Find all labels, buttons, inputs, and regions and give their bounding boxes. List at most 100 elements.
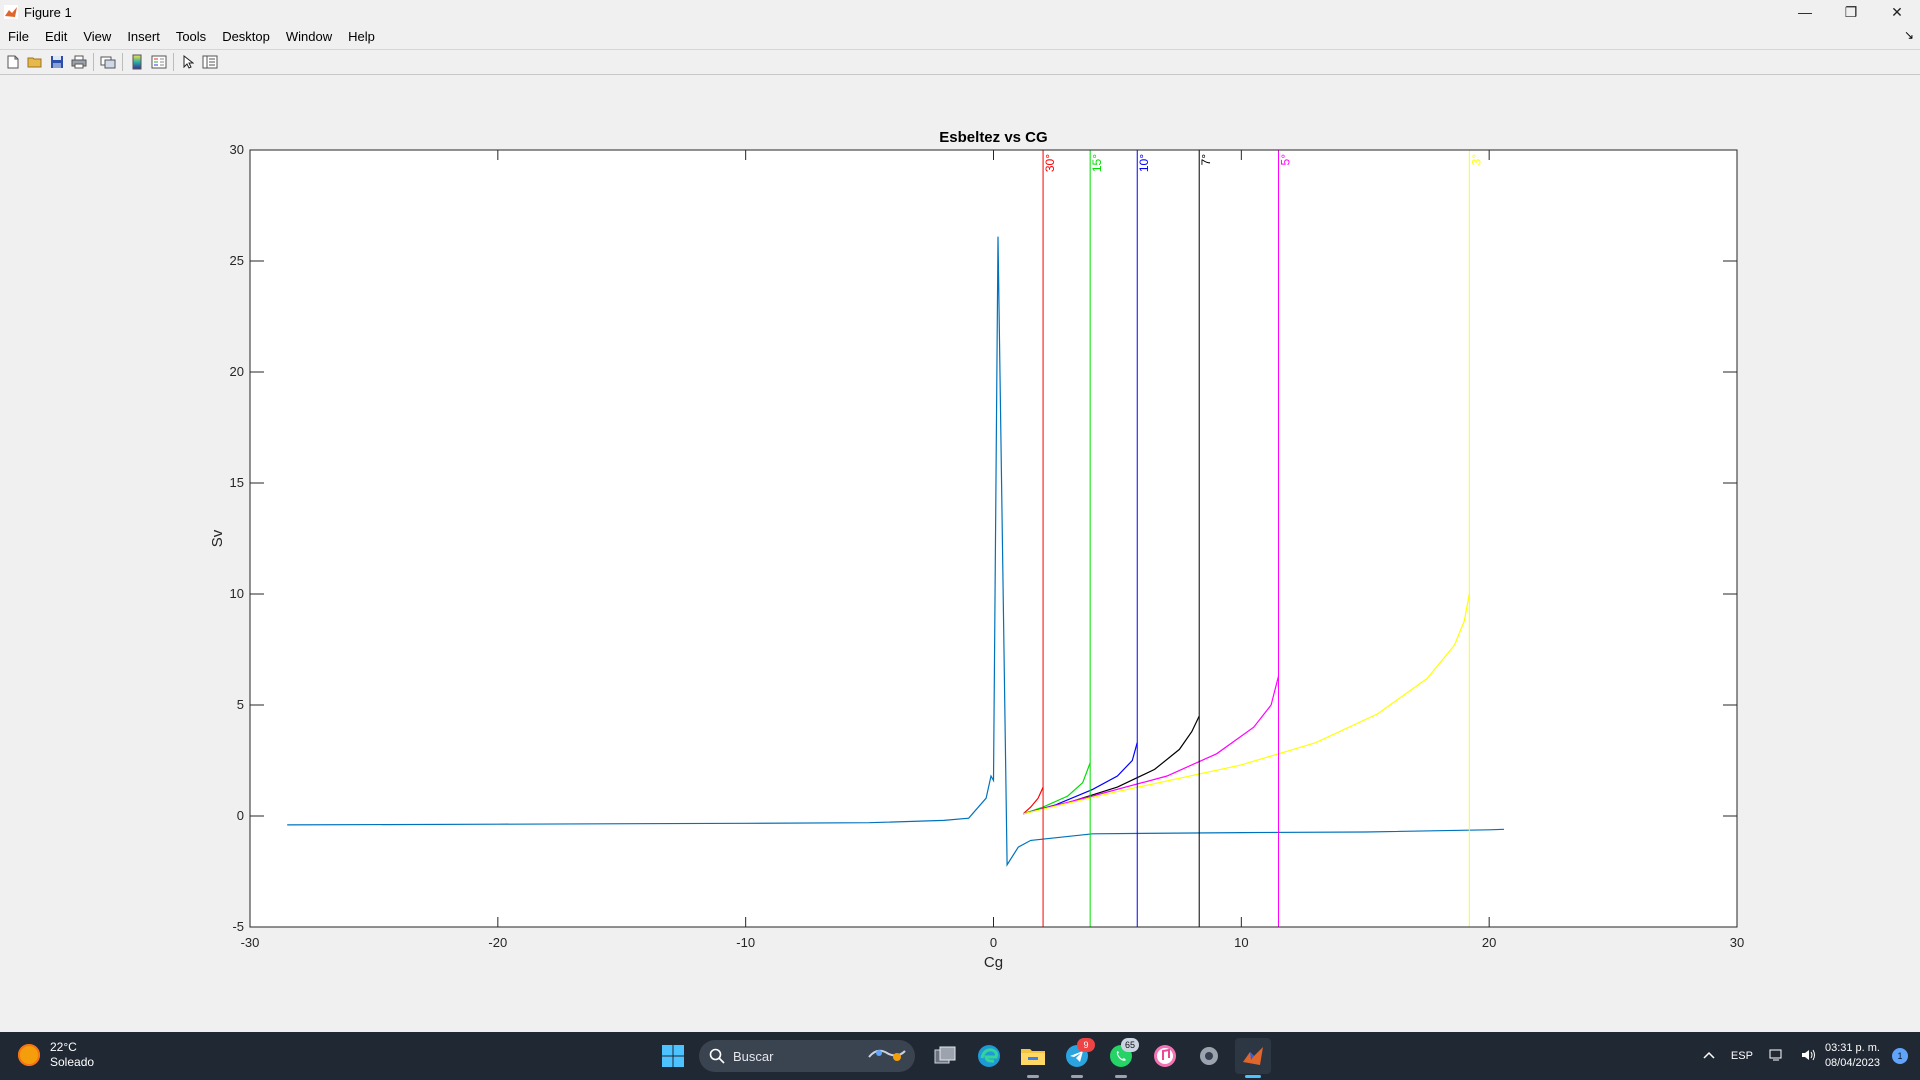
series-line-1 (1022, 786, 1044, 815)
search-placeholder: Buscar (733, 1048, 774, 1064)
new-figure-icon[interactable] (2, 51, 24, 73)
x-tick-label-5: 20 (1482, 935, 1496, 950)
insert-legend-icon[interactable] (148, 51, 170, 73)
menu-tools[interactable]: Tools (175, 28, 207, 44)
minimize-button[interactable]: — (1798, 4, 1812, 20)
y-tick-label-5: 20 (230, 364, 244, 379)
clock-date: 08/04/2023 (1824, 1057, 1880, 1069)
whatsapp-button[interactable]: 65 (1103, 1038, 1139, 1078)
link-icon[interactable] (97, 51, 119, 73)
insert-colorbar-icon[interactable] (126, 51, 148, 73)
vline-label-4: 5° (1279, 154, 1293, 166)
telegram-badge: 9 (1077, 1038, 1095, 1052)
pointer-icon[interactable] (177, 51, 199, 73)
active-indicator (1027, 1075, 1039, 1078)
chevron-up-icon[interactable] (1703, 1050, 1715, 1062)
y-tick-label-7: 30 (230, 142, 244, 157)
windows-icon (662, 1045, 684, 1067)
x-tick-label-6: 30 (1730, 935, 1744, 950)
task-view-button[interactable] (927, 1038, 963, 1074)
menu-file[interactable]: File (8, 28, 29, 44)
weather-widget[interactable]: 22°C Soleado (18, 1040, 94, 1070)
menu-view[interactable]: View (83, 28, 112, 44)
settings-button[interactable] (1191, 1038, 1227, 1074)
edge-icon (978, 1045, 1000, 1067)
file-explorer-button[interactable] (1015, 1038, 1051, 1078)
series-line-0 (287, 236, 1505, 867)
toolbar-separator (173, 53, 174, 71)
y-tick-label-6: 25 (230, 253, 244, 268)
taskbar-search[interactable]: Buscar (699, 1040, 915, 1072)
y-tick-label-2: 5 (237, 697, 244, 712)
menu-desktop[interactable]: Desktop (222, 28, 270, 44)
system-tray: ESP 03:31 p. m. 08/04/2023 1 (1695, 1032, 1920, 1080)
vline-label-1: 15° (1090, 154, 1104, 172)
vline-label-5: 3° (1469, 154, 1483, 166)
search-highlight-icon (868, 1049, 906, 1061)
vline-label-2: 10° (1137, 154, 1151, 172)
menu-insert[interactable]: Insert (127, 28, 160, 44)
folder-icon (1021, 1049, 1045, 1065)
notification-badge[interactable]: 1 (1892, 1048, 1908, 1064)
window-title: Figure 1 (24, 4, 72, 20)
menu-bar: File Edit View Insert Tools Desktop Wind… (0, 24, 1920, 48)
x-tick-label-2: -10 (736, 935, 755, 950)
chart: 30° 15° 10° 7° 5° 3° -30 -20 -10 0 10 20 30 -5 0 5 10 15… (209, 129, 1745, 971)
plot-area (250, 150, 1737, 927)
y-tick-label-1: 0 (237, 808, 244, 823)
chart-title: Esbeltez vs CG (939, 129, 1047, 146)
active-indicator (1071, 1075, 1083, 1078)
save-icon[interactable] (46, 51, 68, 73)
matlab-icon (4, 5, 18, 19)
x-tick-label-1: -20 (488, 935, 507, 950)
series-layer (287, 236, 1505, 867)
x-tick-label-4: 10 (1234, 935, 1248, 950)
active-indicator (1245, 1075, 1261, 1078)
menu-edit[interactable]: Edit (44, 28, 68, 44)
figure-canvas[interactable]: 30° 15° 10° 7° 5° 3° -30 -20 -10 0 10 20 30 -5 0 5 10 15… (0, 75, 1920, 1032)
language-indicator[interactable]: ESP (1730, 1050, 1753, 1062)
y-tick-label-3: 10 (230, 586, 244, 601)
search-icon (709, 1048, 725, 1064)
volume-icon[interactable] (1801, 1048, 1817, 1065)
x-tick-label-0: -30 (241, 935, 260, 950)
dock-figure-button[interactable]: ↘ (1903, 28, 1914, 42)
toolbar-separator (122, 53, 123, 71)
edge-button[interactable] (971, 1038, 1007, 1074)
active-indicator (1115, 1075, 1127, 1078)
toolbar-separator (93, 53, 94, 71)
telegram-button[interactable]: 9 (1059, 1038, 1095, 1078)
sun-icon (18, 1044, 40, 1066)
vline-label-0: 30° (1043, 154, 1057, 172)
matlab-taskbar-button[interactable] (1235, 1038, 1271, 1078)
x-tick-label-3: 0 (990, 935, 997, 950)
whatsapp-badge: 65 (1121, 1038, 1139, 1052)
open-icon[interactable] (24, 51, 46, 73)
tick-layer: -30 -20 -10 0 10 20 30 -5 0 5 10 15 20 25 30 (230, 142, 1745, 950)
start-button[interactable] (655, 1038, 691, 1074)
music-icon (1154, 1045, 1176, 1067)
property-inspector-icon[interactable] (199, 51, 221, 73)
series-line-2 (1023, 762, 1091, 815)
close-button[interactable]: ✕ (1891, 3, 1903, 20)
series-line-5 (1023, 675, 1280, 815)
weather-temp: 22°C (50, 1040, 77, 1054)
maximize-button[interactable]: ❐ (1844, 3, 1858, 20)
menu-help[interactable]: Help (348, 28, 375, 44)
x-axis-label: Cg (984, 954, 1003, 971)
y-tick-label-0: -5 (232, 919, 244, 934)
gear-icon (1200, 1047, 1218, 1065)
clock-time: 03:31 p. m. (1824, 1042, 1880, 1054)
vline-label-3: 7° (1199, 154, 1213, 166)
task-view-icon (934, 1046, 956, 1064)
print-icon[interactable] (68, 51, 90, 73)
y-tick-label-4: 15 (230, 475, 244, 490)
figure-toolbar (0, 49, 1920, 75)
itunes-button[interactable] (1147, 1038, 1183, 1074)
network-icon[interactable] (1769, 1048, 1785, 1065)
clock[interactable]: 03:31 p. m. 08/04/2023 (1825, 1041, 1880, 1071)
matlab-icon (1243, 1047, 1263, 1065)
series-line-6 (1023, 593, 1470, 815)
menu-window[interactable]: Window (285, 28, 333, 44)
weather-desc: Soleado (50, 1055, 95, 1069)
